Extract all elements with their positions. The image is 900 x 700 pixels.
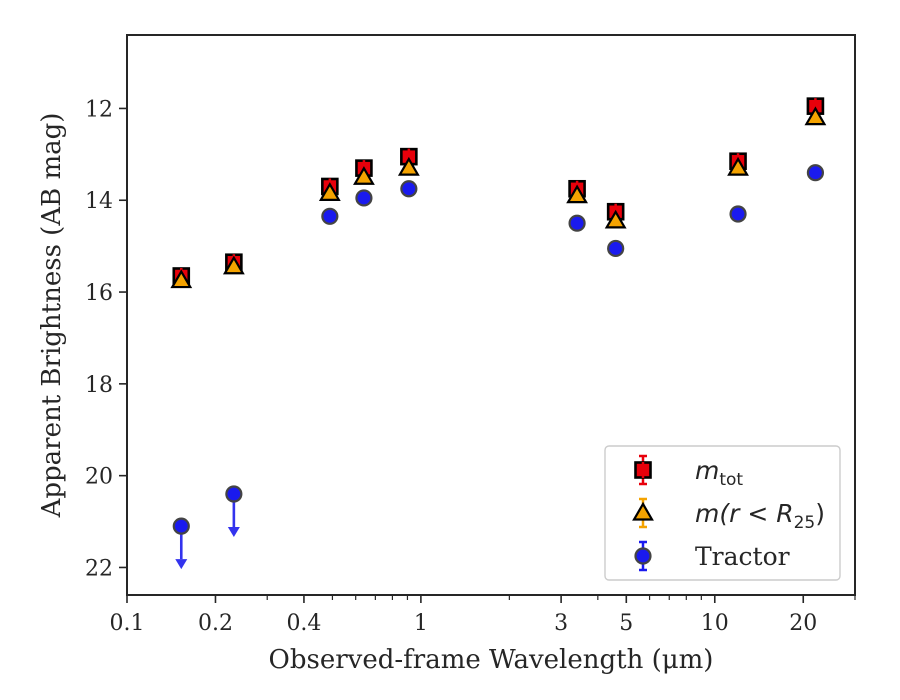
aperture-mag-marker xyxy=(566,184,588,204)
legend: mtot m(r < R25) Tractor xyxy=(604,445,841,581)
y-axis-label: Apparent Brightness (AB mag) xyxy=(37,113,67,519)
x-tick-label: 20 xyxy=(789,611,817,636)
x-tick-label: 3 xyxy=(554,611,568,636)
aperture-mag-marker xyxy=(604,209,627,229)
x-tick-label: 5 xyxy=(619,611,633,636)
tractor-mag-marker xyxy=(400,180,418,198)
series-triangle xyxy=(170,106,827,289)
y-tick-label: 20 xyxy=(85,465,113,490)
series-circle xyxy=(172,164,825,570)
legend-item: m(r < R25) xyxy=(632,497,825,533)
data-marks xyxy=(170,97,827,570)
y-tick-label: 16 xyxy=(85,281,113,306)
legend-item: Tractor xyxy=(634,540,790,572)
legend-tractor-mag-marker xyxy=(634,547,652,565)
tractor-mag-marker xyxy=(172,517,190,535)
legend-label: m(r < R25) xyxy=(695,499,825,533)
x-tick-label: 0.1 xyxy=(110,611,145,636)
tractor-mag-marker xyxy=(225,485,243,503)
aperture-mag-marker xyxy=(170,269,193,289)
y-tick-label: 18 xyxy=(85,373,113,398)
y-tick-label: 22 xyxy=(85,556,113,581)
x-tick-label: 10 xyxy=(701,611,729,636)
tractor-mag-marker xyxy=(806,164,825,182)
legend-label: Tractor xyxy=(695,542,790,571)
aperture-mag-marker xyxy=(727,156,749,176)
tractor-mag-marker xyxy=(355,189,373,207)
aperture-mag-marker xyxy=(353,166,375,185)
aperture-mag-marker xyxy=(318,182,341,201)
tractor-mag-marker xyxy=(607,239,625,258)
x-axis-label: Observed-frame Wavelength (μm) xyxy=(269,645,714,675)
axes: 0.1 0.2 0.4 1 3 5 10 20 12 14 16 18 20 22 xyxy=(85,34,856,636)
legend-total-mag-marker xyxy=(634,461,652,479)
legend-item: mtot xyxy=(634,454,743,490)
series-square xyxy=(172,97,825,285)
x-tick-label: 0.2 xyxy=(198,611,233,636)
tractor-mag-marker xyxy=(729,205,747,223)
legend-box xyxy=(604,445,841,581)
tractor-mag-marker xyxy=(568,214,586,232)
aperture-mag-marker xyxy=(397,156,420,176)
legend-aperture-mag-marker xyxy=(632,501,654,521)
y-tick-label: 12 xyxy=(85,97,113,122)
plot-frame xyxy=(126,34,856,596)
x-tick-label: 0.4 xyxy=(286,611,321,636)
x-tick-label: 1 xyxy=(414,611,428,636)
y-tick-label: 14 xyxy=(85,189,113,214)
legend-label: mtot xyxy=(695,456,743,490)
tractor-mag-marker xyxy=(321,207,339,225)
aperture-mag-marker xyxy=(804,106,827,126)
aperture-mag-marker xyxy=(222,255,245,275)
